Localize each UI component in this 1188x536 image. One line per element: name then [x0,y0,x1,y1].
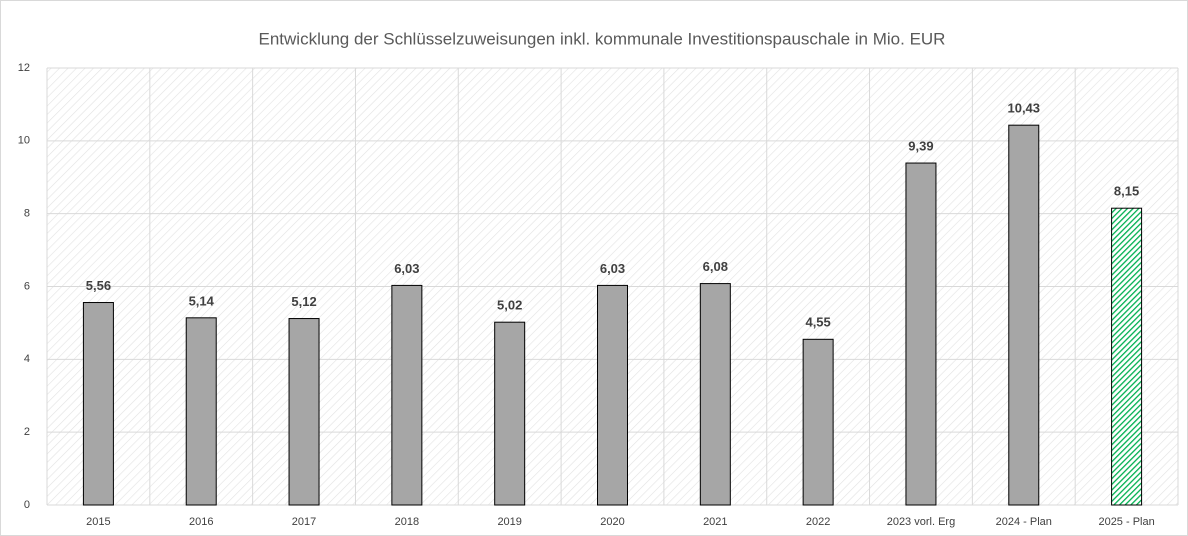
data-label: 6,03 [394,261,419,276]
bar [82,302,114,506]
bar [391,284,423,506]
data-label: 5,14 [189,293,215,308]
bar [802,338,834,506]
x-tick-label: 2020 [600,516,624,528]
bar [699,283,731,506]
data-label: 10,43 [1007,101,1040,116]
bar [905,162,937,506]
chart-title: Entwicklung der Schlüsselzuweisungen ink… [259,29,946,48]
y-tick-label: 0 [24,499,30,511]
bar [494,321,526,506]
y-tick-label: 2 [24,426,30,438]
x-tick-label: 2021 [703,516,727,528]
y-tick-label: 8 [24,208,30,220]
x-tick-label: 2018 [395,516,419,528]
x-tick-label: 2019 [497,516,521,528]
data-label: 4,55 [805,315,830,330]
bar [185,317,217,506]
data-label: 8,15 [1114,184,1139,199]
data-label: 6,03 [600,261,625,276]
x-tick-label: 2017 [292,516,316,528]
y-tick-label: 6 [24,280,30,292]
x-tick-label: 2024 - Plan [996,516,1052,528]
x-tick-label: 2023 vorl. Erg [887,516,955,528]
data-label: 5,02 [497,298,522,313]
data-label: 5,12 [291,294,316,309]
y-tick-label: 10 [18,135,30,147]
bar [1008,124,1040,506]
bar [597,284,628,506]
bar [288,318,320,506]
data-label: 9,39 [908,138,933,153]
bar [1111,207,1143,506]
x-tick-label: 2025 - Plan [1098,516,1154,528]
x-tick-label: 2015 [86,516,110,528]
y-tick-label: 12 [18,62,30,74]
x-tick-label: 2022 [806,516,830,528]
data-label: 6,08 [703,259,728,274]
x-tick-label: 2016 [189,516,213,528]
data-label: 5,56 [86,278,111,293]
y-tick-label: 4 [24,353,30,365]
